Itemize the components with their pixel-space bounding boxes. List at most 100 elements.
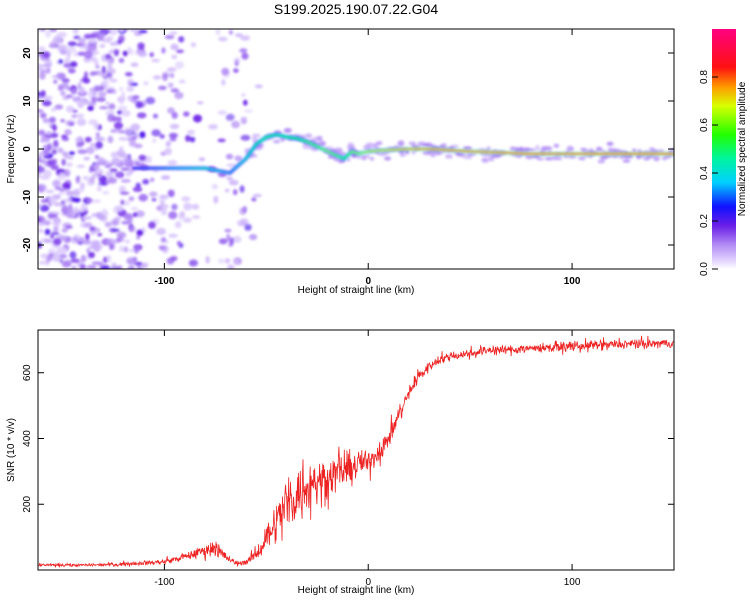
colorbar-label: Normalized spectral amplitude [737, 81, 748, 216]
heatmap-speckle [170, 88, 180, 93]
heatmap-speckle [40, 90, 46, 98]
heatmap-speckle [193, 114, 202, 123]
heatmap-marks [38, 29, 674, 269]
heatmap-speckle [50, 41, 56, 49]
heatmap-speckle [38, 202, 42, 210]
heatmap-speckle [88, 251, 95, 259]
heatmap-speckle [99, 44, 106, 48]
heatmap-speckle [105, 101, 110, 106]
heatmap-halo-speckle [522, 147, 531, 152]
heatmap-speckle [134, 246, 140, 254]
heatmap-speckle [64, 57, 71, 65]
heatmap-halo-speckle [347, 145, 356, 150]
heatmap-speckle [127, 78, 134, 87]
heatmap-speckle [192, 215, 201, 219]
heatmap-halo-speckle [376, 141, 383, 146]
heatmap-speckle [136, 229, 144, 236]
heatmap-speckle [132, 95, 140, 100]
heatmap-speckle [151, 58, 161, 63]
heatmap-speckle [115, 172, 122, 178]
heatmap-speckle [149, 191, 158, 197]
heatmap-speckle [138, 154, 147, 162]
heatmap-speckle [96, 185, 102, 192]
heatmap-speckle [123, 127, 134, 135]
heatmap-speckle [225, 153, 234, 160]
ridge-segment [251, 146, 255, 151]
heatmap-speckle [69, 251, 77, 259]
heatmap-speckle [102, 191, 110, 195]
heatmap-speckle [228, 179, 239, 186]
heatmap-halo-speckle [408, 141, 417, 145]
heatmap-speckle [150, 177, 155, 182]
heatmap-halo-speckle [365, 154, 370, 159]
heatmap-speckle [182, 217, 192, 223]
heatmap-speckle [169, 123, 180, 130]
heatmap-speckle [110, 218, 120, 227]
heatmap-speckle [231, 120, 241, 129]
heatmap-halo-speckle [619, 155, 625, 159]
heatmap-speckle [46, 131, 52, 135]
heatmap-speckle [183, 202, 193, 211]
heatmap-speckle [94, 122, 99, 130]
heatmap-ridge [132, 132, 674, 175]
heatmap-speckle [91, 261, 102, 265]
heatmap-speckle [38, 216, 46, 221]
heatmap-speckle [97, 233, 103, 237]
heatmap-speckle [218, 258, 225, 264]
heatmap-halo-speckle [661, 156, 668, 161]
heatmap-speckle [110, 151, 118, 158]
heatmap-speckle [42, 100, 52, 107]
heatmap-speckle [126, 85, 135, 92]
heatmap-speckle [109, 41, 119, 46]
heatmap-speckle [106, 255, 111, 263]
heatmap-speckle [52, 179, 61, 188]
heatmap-speckle [38, 165, 44, 174]
heatmap-speckle [109, 168, 118, 173]
heatmap-speckle [80, 203, 88, 212]
heatmap-speckle [108, 29, 119, 36]
heatmap-speckle [92, 199, 101, 204]
heatmap-speckle [112, 115, 118, 123]
heatmap-speckle [254, 84, 263, 89]
heatmap-speckle [183, 111, 190, 117]
heatmap-speckle [160, 202, 165, 208]
heatmap-speckle [130, 29, 139, 33]
heatmap-speckle [105, 86, 115, 91]
heatmap-speckle [233, 259, 239, 266]
heatmap-speckle [174, 221, 182, 229]
heatmap-speckle [111, 90, 117, 94]
heatmap-speckle [118, 153, 128, 159]
heatmap-speckle [128, 196, 135, 201]
heatmap-speckle [221, 67, 230, 76]
heatmap-halo-speckle [578, 156, 586, 161]
heatmap-speckle [187, 129, 195, 135]
heatmap-halo-speckle [369, 156, 375, 161]
heatmap-speckle [226, 233, 231, 242]
heatmap-speckle [103, 210, 109, 217]
heatmap-speckle [158, 245, 167, 249]
heatmap-x-tick-label: 100 [564, 276, 581, 287]
heatmap-speckle [44, 258, 50, 266]
heatmap-speckle [95, 141, 103, 149]
colorbar-tick-label: 0.0 [699, 262, 710, 276]
heatmap-speckle [86, 146, 95, 154]
heatmap-speckle [160, 237, 167, 242]
heatmap-speckle [49, 29, 57, 33]
heatmap-speckle [119, 236, 125, 242]
heatmap-speckle [159, 199, 166, 204]
heatmap-speckle [118, 58, 125, 63]
heatmap-speckle [38, 187, 45, 192]
heatmap-speckle [121, 220, 131, 225]
heatmap-speckle [100, 264, 111, 269]
ridge-segment [245, 155, 249, 160]
heatmap-speckle [240, 116, 248, 121]
heatmap-speckle [119, 29, 125, 32]
heatmap-speckle [164, 34, 175, 40]
heatmap-speckle [38, 96, 43, 101]
heatmap-speckle [240, 35, 251, 41]
snr-series-line [38, 335, 674, 569]
heatmap-speckle [176, 240, 182, 246]
heatmap-speckle [161, 47, 166, 54]
heatmap-speckle [211, 183, 218, 190]
